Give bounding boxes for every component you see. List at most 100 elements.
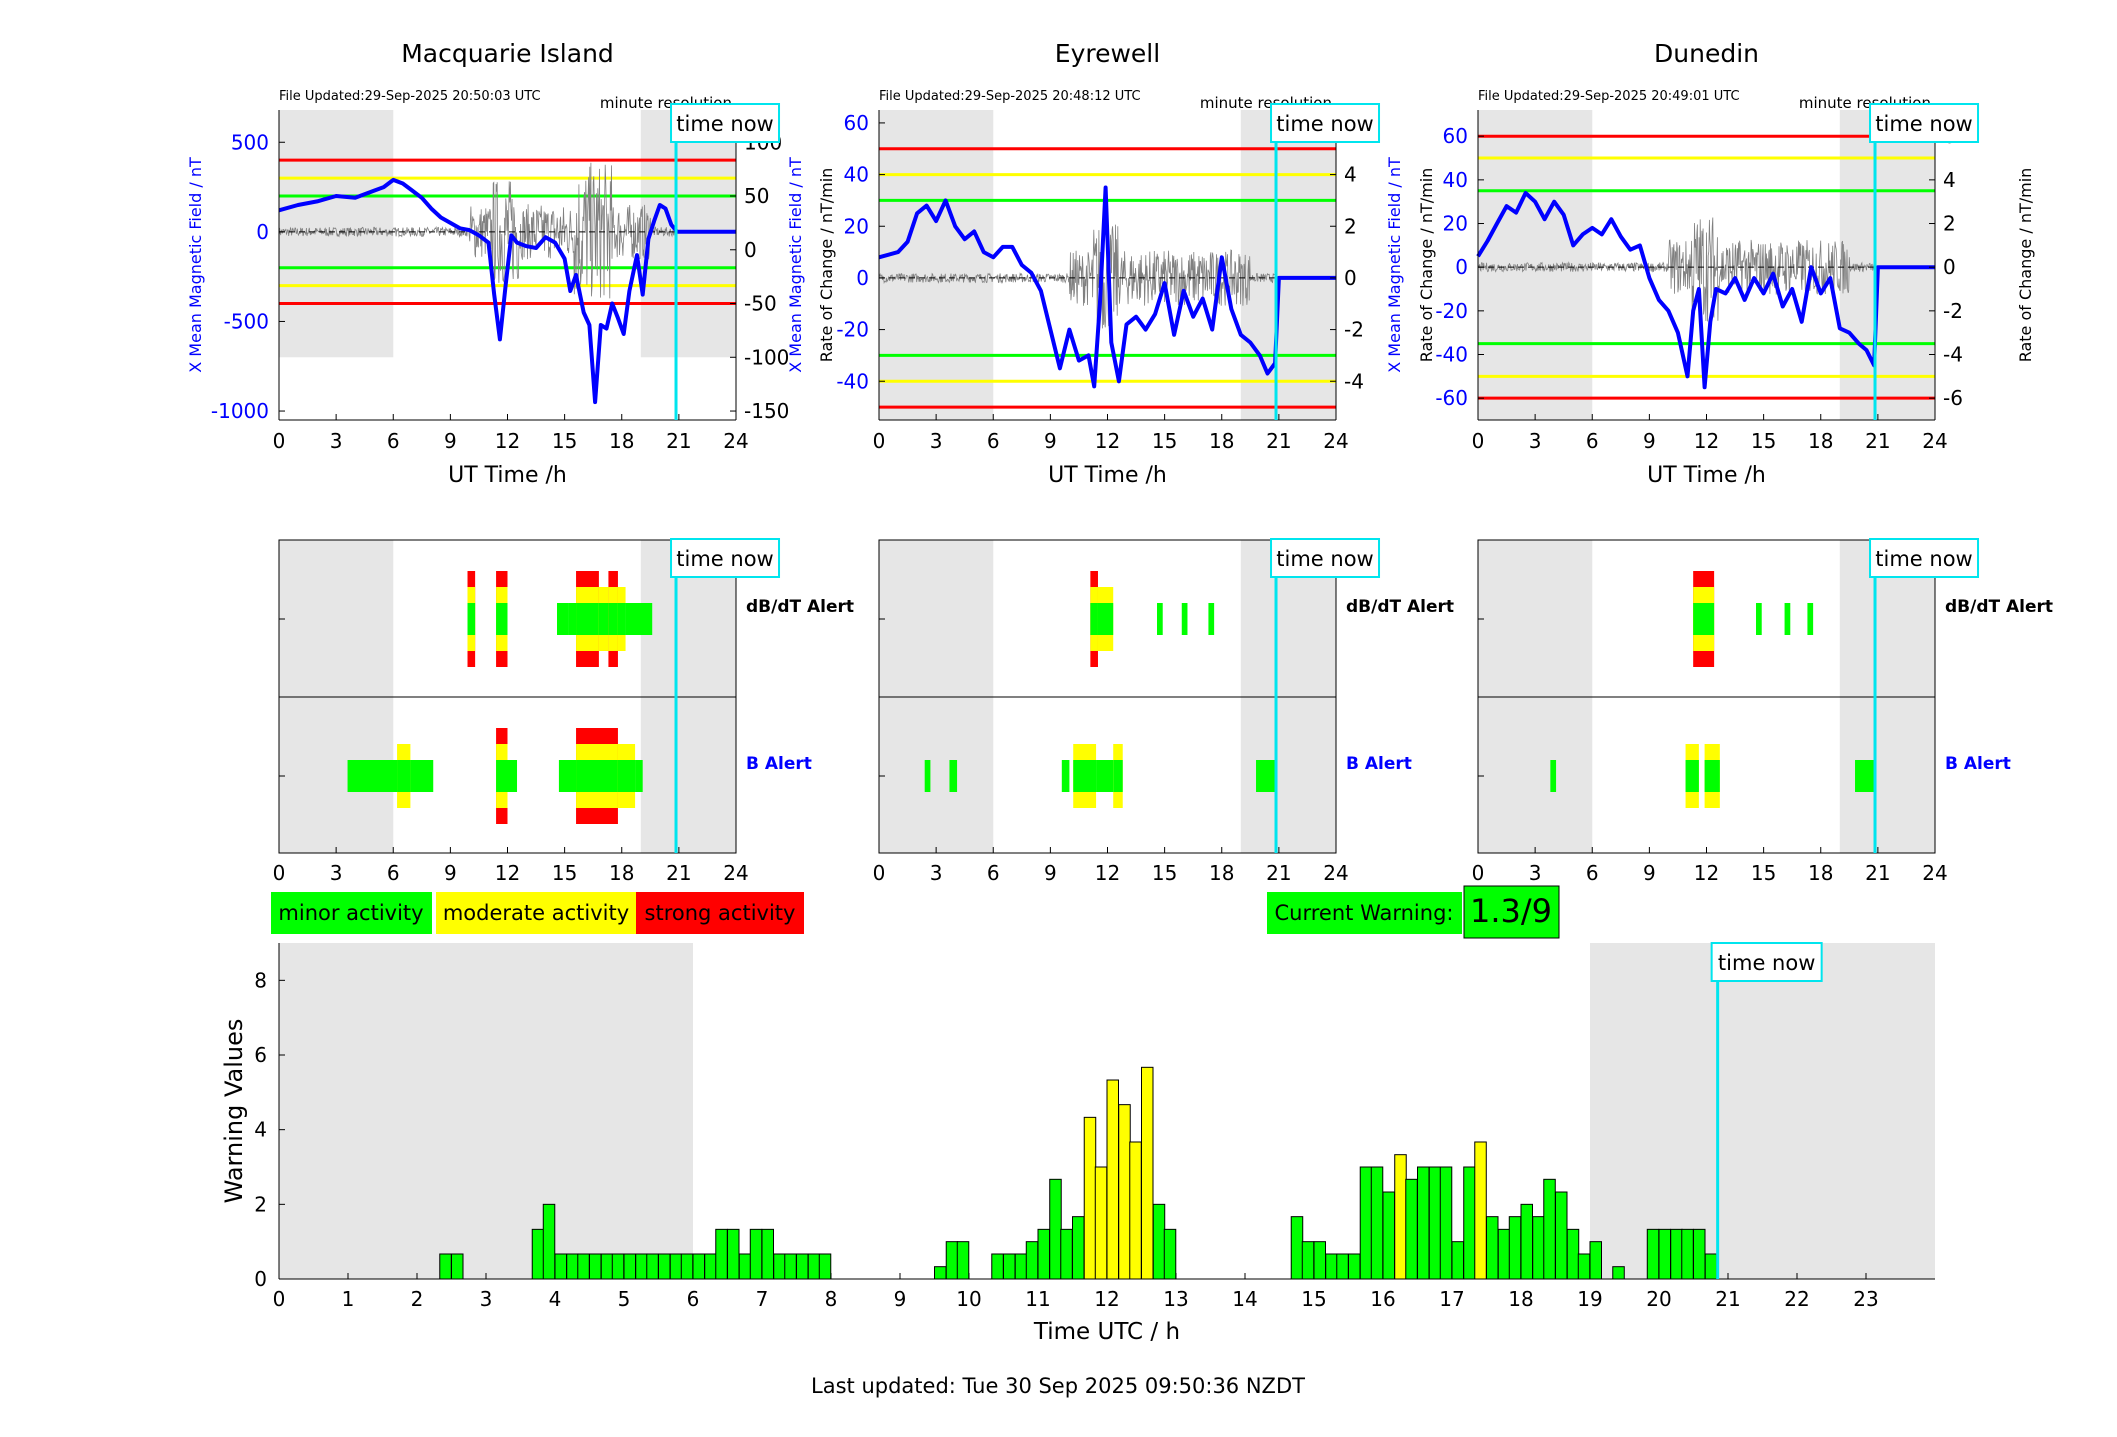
- dbdt-alert-bar: [1756, 603, 1762, 635]
- last-updated-footer: Last updated: Tue 30 Sep 2025 09:50:36 N…: [811, 1374, 1305, 1398]
- warning-bar: [807, 1253, 821, 1280]
- dbdt-alert-bar: [557, 603, 569, 635]
- warning-bar: [566, 1253, 579, 1280]
- x-tick-label: 18: [1808, 429, 1833, 453]
- y-axis-label-left: X Mean Magnetic Field / nT: [186, 157, 205, 373]
- warning-bar: [1049, 1178, 1062, 1280]
- y-tick-label: 6: [254, 1043, 267, 1067]
- x-tick-label: 6: [987, 429, 1000, 453]
- warning-bar: [1658, 1228, 1672, 1280]
- y-tick-label-right: -50: [744, 292, 777, 316]
- y-tick-label-left: -40: [836, 369, 869, 393]
- warning-bar: [1037, 1228, 1051, 1280]
- x-tick-label: 9: [1643, 861, 1656, 885]
- b-alert-bar: [1550, 760, 1557, 792]
- x-tick-label: 2: [411, 1287, 424, 1311]
- warning-bar: [1508, 1216, 1522, 1280]
- time-now-box: [1869, 538, 1980, 578]
- night-shade: [1240, 110, 1336, 420]
- warning-bar: [1313, 1241, 1327, 1280]
- y-tick-label-right: -4: [1344, 369, 1364, 393]
- warning-bar: [1463, 1166, 1476, 1280]
- x-tick-label: 6: [387, 429, 400, 453]
- x-tick-label: 9: [444, 429, 457, 453]
- x-tick-label: 15: [1152, 861, 1177, 885]
- warning-bar: [1543, 1178, 1556, 1280]
- warning-bar: [577, 1253, 590, 1280]
- legend-moderate-label: moderate activity: [443, 901, 629, 925]
- x-tick-label: 24: [1922, 861, 1947, 885]
- x-tick-label: 8: [825, 1287, 838, 1311]
- warning-bar: [1060, 1228, 1073, 1280]
- x-tick-label: 0: [273, 861, 286, 885]
- time-now-box: [1869, 103, 1980, 143]
- dbdt-alert-bar: [1157, 603, 1163, 635]
- warning-bar: [611, 1253, 625, 1280]
- x-tick-label: 3: [1529, 429, 1542, 453]
- x-tick-label: 24: [723, 861, 748, 885]
- y-tick-label: 0: [254, 1267, 267, 1291]
- warning-bar: [1094, 1166, 1108, 1280]
- alert-panel-2: dB/dT Alert B Alert 0 3 6 9 12 15 18 21 24 time now: [873, 538, 1454, 885]
- x-tick-label: 9: [1643, 429, 1656, 453]
- warning-bar: [727, 1228, 740, 1280]
- station-panel-2: Eyrewell File Updated:29-Sep-2025 20:48:1…: [786, 39, 1436, 488]
- b-alert-label: B Alert: [1346, 754, 1412, 774]
- file-updated-text: File Updated:29-Sep-2025 20:50:03 UTC: [279, 89, 541, 104]
- warning-bar: [646, 1253, 659, 1280]
- warning-bar: [1646, 1228, 1660, 1280]
- y-tick-label-right: 50: [744, 184, 769, 208]
- b-alert-bar: [507, 760, 518, 792]
- current-warning: Current Warning: 1.3/9: [1267, 885, 1560, 939]
- warning-bar: [1370, 1166, 1384, 1280]
- x-tick-label: 23: [1853, 1287, 1878, 1311]
- station-panel-3: Dunedin File Updated:29-Sep-2025 20:49:01…: [1385, 39, 2035, 488]
- x-tick-label: 18: [1508, 1287, 1533, 1311]
- time-now-box: [1270, 538, 1381, 578]
- y-tick-label-left: 0: [256, 220, 269, 244]
- x-tick-label: 6: [387, 861, 400, 885]
- warning-bar: [531, 1228, 545, 1280]
- x-tick-label: 15: [1152, 429, 1177, 453]
- y-tick-label: 4: [254, 1118, 267, 1142]
- x-tick-label: 21: [1865, 861, 1890, 885]
- dbdt-alert-bar: [1097, 603, 1114, 635]
- b-alert-label: B Alert: [746, 754, 812, 774]
- b-alert-bar: [1685, 760, 1699, 792]
- y-tick-label-left: 0: [1455, 255, 1468, 279]
- legend-strong-label: strong activity: [645, 901, 796, 925]
- x-tick-label: 3: [930, 861, 943, 885]
- rate-of-change-line: [1477, 217, 1875, 322]
- alert-panel-1: dB/dT Alert B Alert 0 3 6 9 12 15 18 21 24 time now: [273, 538, 854, 885]
- x-tick-label: 15: [1301, 1287, 1326, 1311]
- y-tick-label-left: 0: [856, 266, 869, 290]
- warning-bar: [1474, 1141, 1487, 1280]
- night-shade: [279, 110, 394, 358]
- y-tick-label-right: 0: [1344, 266, 1357, 290]
- dbdt-alert-bar: [1807, 603, 1814, 635]
- time-now-box: [1270, 103, 1381, 143]
- warning-bar: [818, 1253, 832, 1280]
- x-tick-label: 18: [1808, 861, 1833, 885]
- warning-bar: [1325, 1253, 1338, 1280]
- night-shade: [879, 110, 994, 420]
- warning-bar: [1163, 1228, 1177, 1280]
- x-tick-label: 3: [1529, 861, 1542, 885]
- b-alert-bar: [496, 760, 508, 792]
- dbdt-alert-label: dB/dT Alert: [1945, 597, 2053, 617]
- warning-bar: [1428, 1166, 1442, 1280]
- warning-bar: [749, 1228, 763, 1280]
- x-tick-label: 22: [1784, 1287, 1809, 1311]
- y-tick-label-left: 20: [844, 214, 869, 238]
- warning-bar: [1083, 1116, 1097, 1280]
- y-tick-label-left: 60: [1443, 124, 1468, 148]
- time-now-label: time now: [1875, 112, 1972, 136]
- y-tick-label-left: -1000: [211, 399, 269, 423]
- x-tick-label: 12: [1095, 861, 1120, 885]
- x-tick-label: 24: [1323, 861, 1348, 885]
- dbdt-alert-bar: [617, 603, 626, 635]
- night-shade: [1839, 110, 1935, 420]
- warning-bar: [796, 1253, 809, 1280]
- warning-bar: [623, 1253, 637, 1280]
- warning-bar: [1520, 1203, 1534, 1280]
